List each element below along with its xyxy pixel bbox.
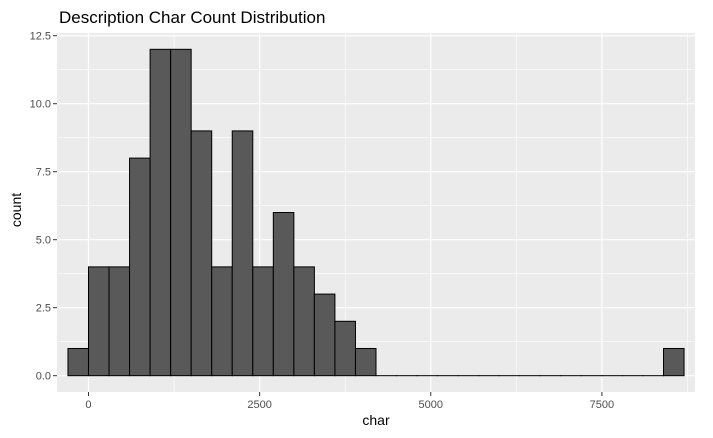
histogram-bar [313,293,336,377]
histogram-bar [334,320,356,377]
histogram-bar [211,266,233,377]
x-axis-title: char [362,412,390,428]
x-tick-label: 0 [85,399,91,411]
histogram-bar [663,347,685,377]
histogram-bar [190,130,213,377]
x-tick-label: 7500 [590,399,614,411]
histogram-bar [129,157,151,377]
chart-title: Description Char Count Distribution [59,8,325,27]
histogram-bar [170,48,192,377]
x-tick-label: 2500 [247,399,271,411]
histogram-bar [293,266,315,377]
histogram-bar [272,212,295,377]
y-tick-label: 0.0 [36,371,51,383]
histogram-bar [87,266,110,377]
y-tick-label: 7.5 [36,167,51,179]
histogram-bar [149,48,172,377]
y-axis: 0.0 2.5 5.0 7.5 10.0 12.5 [30,31,57,383]
x-axis: 0 2500 5000 7500 [85,392,614,411]
y-tick-label: 12.5 [30,31,51,43]
histogram-bar [67,347,89,377]
y-tick-label: 2.5 [36,303,51,315]
y-tick-label: 10.0 [30,99,51,111]
histogram-bars [67,48,685,377]
histogram-bar [231,130,254,377]
histogram-bar [354,347,377,377]
y-tick-label: 5.0 [36,235,51,247]
y-axis-title: count [8,193,24,227]
histogram-bar [252,266,274,377]
histogram-bar [108,266,131,377]
x-tick-label: 5000 [419,399,443,411]
